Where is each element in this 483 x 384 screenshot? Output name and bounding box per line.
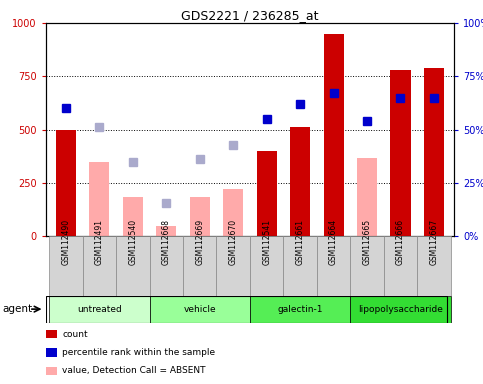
Bar [284,236,317,296]
Text: GSM112669: GSM112669 [195,218,204,265]
Bar [150,296,250,323]
Text: GSM112661: GSM112661 [296,219,305,265]
Text: count: count [62,329,88,339]
Text: GSM112541: GSM112541 [262,219,271,265]
Bar [83,236,116,296]
Text: agent: agent [2,304,32,314]
Text: GSM112490: GSM112490 [61,218,71,265]
Bar [250,296,350,323]
Bar [216,236,250,296]
Bar [317,236,350,296]
Text: GSM112491: GSM112491 [95,219,104,265]
Bar [223,189,243,236]
Bar [89,162,110,236]
Bar [56,129,76,236]
Text: GSM112540: GSM112540 [128,218,137,265]
Text: value, Detection Call = ABSENT: value, Detection Call = ABSENT [62,366,206,376]
Bar [49,236,83,296]
Bar [424,68,444,236]
Bar [350,236,384,296]
Bar [256,151,277,236]
Bar [123,197,143,236]
Bar [183,236,216,296]
Text: GSM112670: GSM112670 [229,218,238,265]
Text: GSM112665: GSM112665 [363,218,371,265]
Bar [350,296,451,323]
Title: GDS2221 / 236285_at: GDS2221 / 236285_at [181,9,319,22]
Bar [390,70,411,236]
Bar [250,236,284,296]
Bar [116,236,150,296]
Bar [290,127,310,236]
Text: GSM112668: GSM112668 [162,219,171,265]
Bar [49,296,150,323]
Bar [156,225,176,236]
Bar [150,236,183,296]
Text: GSM112664: GSM112664 [329,218,338,265]
Bar [324,34,343,236]
Text: lipopolysaccharide: lipopolysaccharide [358,305,443,314]
Bar [384,236,417,296]
Text: GSM112667: GSM112667 [429,218,439,265]
Text: GSM112666: GSM112666 [396,218,405,265]
Text: percentile rank within the sample: percentile rank within the sample [62,348,215,357]
Bar [417,236,451,296]
Text: untreated: untreated [77,305,122,314]
Bar [190,197,210,236]
Bar [357,158,377,236]
Text: vehicle: vehicle [184,305,216,314]
Text: galectin-1: galectin-1 [277,305,323,314]
